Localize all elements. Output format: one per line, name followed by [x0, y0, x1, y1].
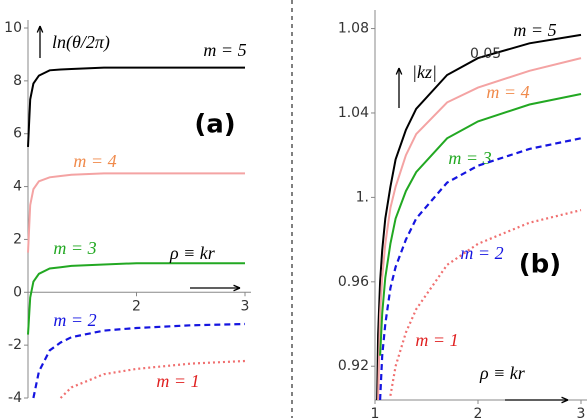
- series-label: m = 4: [486, 82, 529, 102]
- panel-label: (a): [194, 110, 235, 140]
- y-tick-label: 4: [13, 179, 22, 195]
- series-line: [389, 209, 582, 396]
- y-tick-label: 0: [13, 284, 22, 300]
- series-line: [32, 322, 246, 399]
- series-line: [27, 262, 245, 335]
- axis-arrow-head: [395, 67, 403, 75]
- series-line: [379, 137, 582, 401]
- y-tick-label: 0.92: [338, 358, 369, 374]
- series-line: [377, 57, 582, 401]
- x-tick-label: 3: [577, 406, 586, 418]
- series-label: m = 2: [53, 310, 96, 330]
- x-tick-label: 3: [241, 298, 250, 314]
- axis-arrow-head: [36, 25, 44, 33]
- y-tick-label: 8: [13, 73, 22, 89]
- series-label: m = 5: [513, 20, 556, 40]
- series-line: [376, 33, 582, 401]
- series-label: m = 3: [53, 238, 96, 258]
- y-tick-label: -2: [8, 337, 22, 353]
- y-tick-label: 2: [13, 231, 22, 247]
- x-axis-label: ρ ≡ kr: [169, 243, 216, 263]
- series-label: m = 3: [448, 148, 491, 168]
- axis-arrow-head: [233, 284, 241, 292]
- series-line: [59, 359, 246, 399]
- y-tick-label: -4: [8, 390, 22, 406]
- y-tick-label: 1.04: [338, 105, 369, 121]
- series-label: m = 5: [203, 40, 246, 60]
- series-line: [27, 66, 245, 147]
- x-tick-label: 1: [371, 406, 380, 418]
- series-label: m = 1: [415, 330, 458, 350]
- y-tick-label: 1.08: [338, 21, 369, 37]
- y-tick-label: 0.96: [338, 274, 369, 290]
- y-axis-label-exponent: 0.05: [470, 46, 501, 62]
- series-line: [27, 172, 245, 253]
- x-tick-label: 2: [474, 406, 483, 418]
- x-tick-label: 2: [132, 298, 141, 314]
- y-tick-label: 6: [13, 126, 22, 142]
- series-label: m = 2: [460, 243, 503, 263]
- axis-arrow-head: [561, 396, 569, 404]
- y-axis-label: |kz|: [412, 62, 437, 82]
- y-tick-label: 1.: [356, 189, 369, 205]
- series-label: m = 1: [156, 371, 199, 391]
- series-label: m = 4: [73, 151, 116, 171]
- series-line: [379, 93, 582, 356]
- panel-label: (b): [519, 250, 561, 280]
- y-tick-label: 10: [4, 20, 22, 36]
- y-axis-label: ln(θ/2π): [52, 32, 110, 53]
- x-axis-label: ρ ≡ kr: [479, 363, 526, 383]
